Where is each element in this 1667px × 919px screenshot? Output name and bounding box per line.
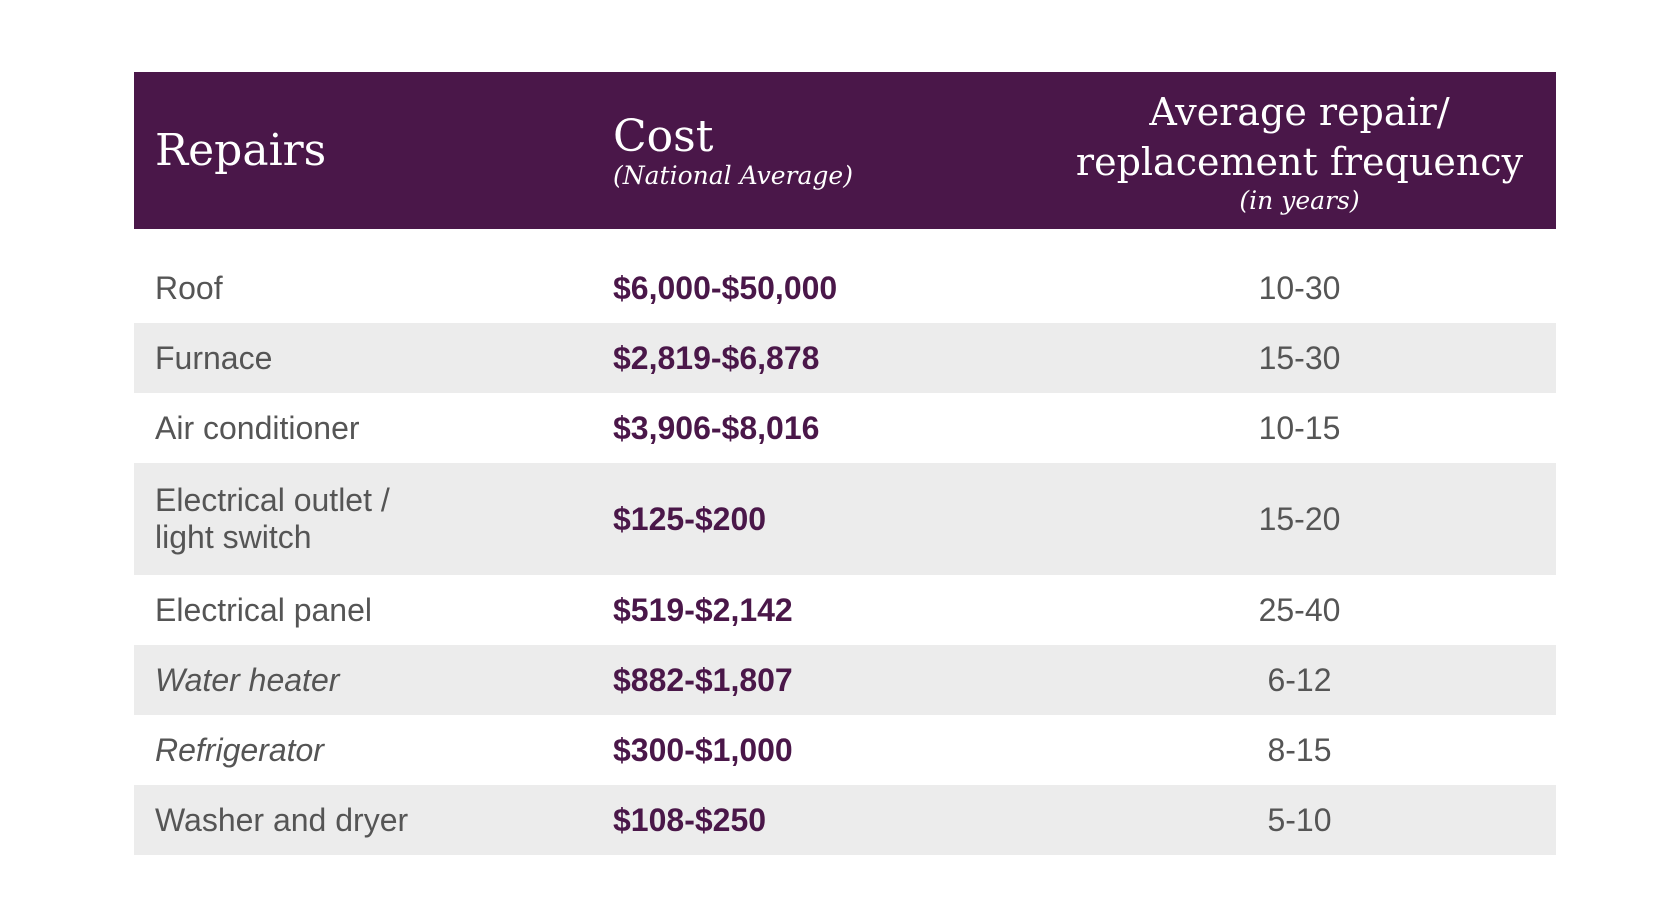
header-subtitle: (National Average): [613, 160, 853, 190]
cell-text: 15-20: [1258, 500, 1341, 537]
frequency: 5-10: [1043, 785, 1556, 855]
cell-text: 25-40: [1258, 591, 1341, 628]
cell-text: Water heater: [155, 661, 340, 698]
repair-name: Air conditioner: [134, 393, 613, 463]
table-row: Refrigerator $300-$1,000 8-15: [134, 715, 1556, 785]
repair-name: Electrical outlet / light switch: [134, 463, 613, 575]
cell-text: Furnace: [155, 339, 273, 376]
cost-range: $2,819-$6,878: [613, 323, 1043, 393]
header-cell: Average repair/replacement frequency (in …: [1043, 72, 1556, 229]
table-row: Washer and dryer $108-$250 5-10: [134, 785, 1556, 855]
frequency: 15-30: [1043, 323, 1556, 393]
frequency: 6-12: [1043, 645, 1556, 715]
cell-text: $2,819-$6,878: [613, 339, 820, 376]
frequency: 25-40: [1043, 575, 1556, 645]
cell-text: 6-12: [1267, 661, 1332, 698]
header-cell: Repairs: [134, 72, 613, 229]
cell-text: $300-$1,000: [613, 731, 793, 768]
repair-name: Furnace: [134, 323, 613, 393]
repair-name: Roof: [134, 253, 613, 323]
header-title-line: Average repair/: [1149, 89, 1450, 134]
header-title-line: replacement frequency: [1075, 139, 1524, 184]
table-row: Air conditioner $3,906-$8,016 10-15: [134, 393, 1556, 463]
cost-range: $3,906-$8,016: [613, 393, 1043, 463]
frequency: 10-30: [1043, 253, 1556, 323]
frequency: 10-15: [1043, 393, 1556, 463]
repair-name: Electrical panel: [134, 575, 613, 645]
cell-text: Roof: [155, 269, 223, 306]
table-header: Repairs Cost (National Average) Average rep…: [134, 72, 1556, 229]
cell-text: $6,000-$50,000: [613, 269, 838, 306]
cost-range: $300-$1,000: [613, 715, 1043, 785]
cell-text: Electrical outlet / light switch: [155, 482, 390, 555]
cost-range: $882-$1,807: [613, 645, 1043, 715]
cell-text: 15-30: [1258, 339, 1341, 376]
cell-text: Air conditioner: [155, 409, 360, 446]
repair-name: Refrigerator: [134, 715, 613, 785]
cell-text: 10-15: [1258, 409, 1341, 446]
frequency: 15-20: [1043, 463, 1556, 575]
table-row: Roof $6,000-$50,000 10-30: [134, 253, 1556, 323]
table-body: Roof $6,000-$50,000 10-30 Furnace $2,819-$6,…: [134, 229, 1556, 855]
header-row: Repairs Cost (National Average) Average rep…: [134, 72, 1556, 229]
frequency: 8-15: [1043, 715, 1556, 785]
repairs-table: Repairs Cost (National Average) Average rep…: [134, 72, 1556, 855]
cell-text: $882-$1,807: [613, 661, 793, 698]
cell-text: Refrigerator: [155, 731, 324, 768]
table-row: Water heater $882-$1,807 6-12: [134, 645, 1556, 715]
header-title: Repairs: [155, 124, 327, 176]
header-cell: Cost (National Average): [613, 72, 1043, 229]
cell-text: Electrical panel: [155, 591, 372, 628]
cell-text: $125-$200: [613, 500, 767, 537]
cost-range: $519-$2,142: [613, 575, 1043, 645]
cell-text: $108-$250: [613, 801, 767, 838]
table-row: Electrical panel $519-$2,142 25-40: [134, 575, 1556, 645]
spacer: [134, 229, 1556, 253]
table-row: Electrical outlet / light switch $125-$20…: [134, 463, 1556, 575]
cell-text: $3,906-$8,016: [613, 409, 820, 446]
cell-text: 10-30: [1258, 269, 1341, 306]
cost-range: $6,000-$50,000: [613, 253, 1043, 323]
cost-range: $125-$200: [613, 463, 1043, 575]
repair-name: Water heater: [134, 645, 613, 715]
cell-text: 8-15: [1267, 731, 1332, 768]
cost-range: $108-$250: [613, 785, 1043, 855]
cell-text: $519-$2,142: [613, 591, 793, 628]
spacer-cell: [134, 229, 1556, 253]
repair-name: Washer and dryer: [134, 785, 613, 855]
header-title: Cost: [613, 110, 714, 162]
cell-text: 5-10: [1267, 801, 1332, 838]
header-subtitle: (in years): [1239, 185, 1360, 215]
table-row: Furnace $2,819-$6,878 15-30: [134, 323, 1556, 393]
cell-text: Washer and dryer: [155, 801, 409, 838]
